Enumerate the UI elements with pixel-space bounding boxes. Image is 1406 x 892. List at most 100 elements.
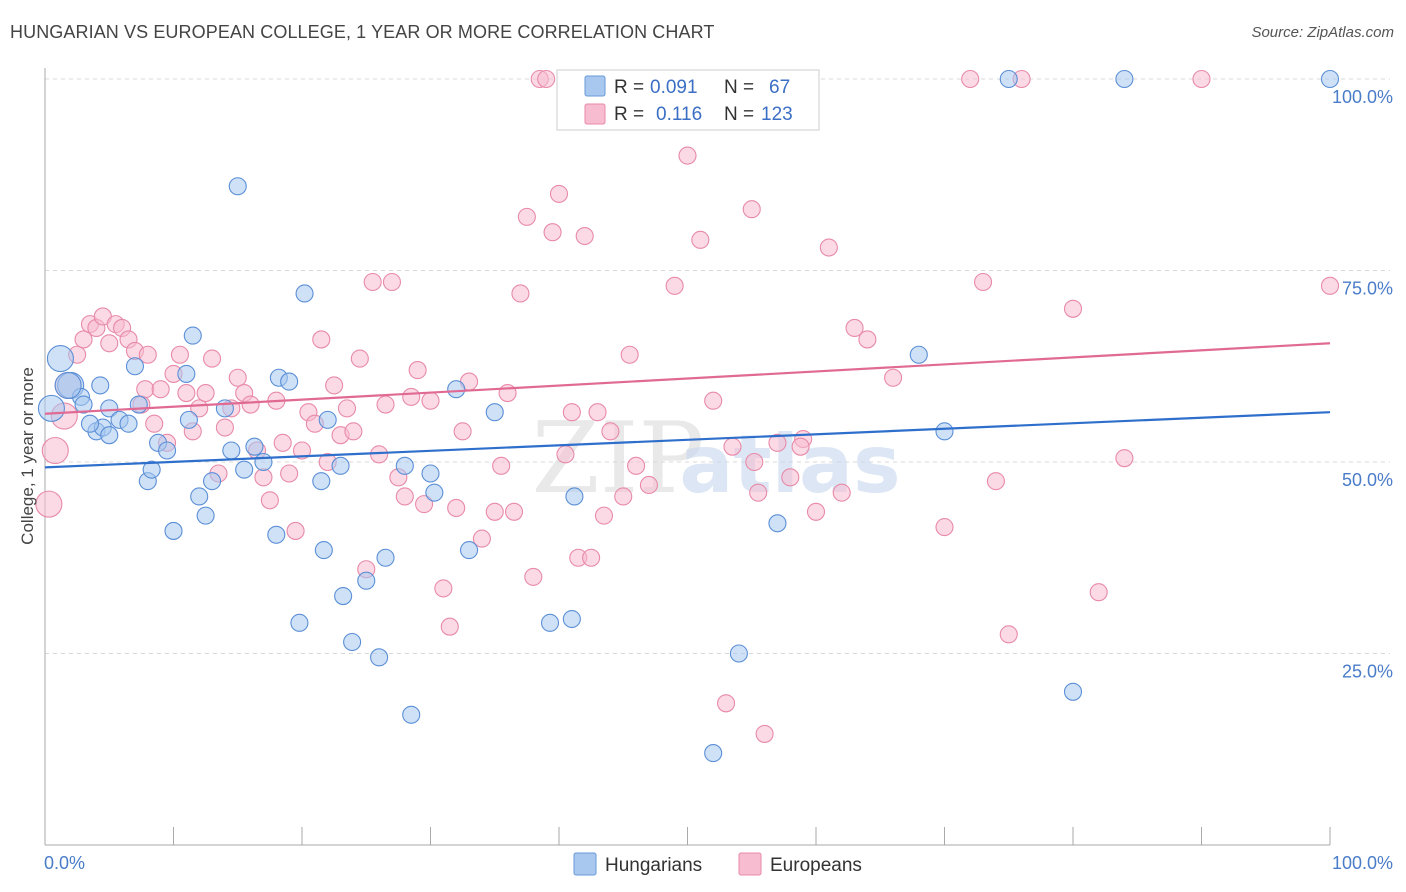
hungarians-point	[54, 371, 82, 399]
europeans-point	[556, 445, 575, 464]
europeans-r-value: 0.116	[656, 104, 702, 125]
europeans-point	[453, 422, 472, 441]
europeans-point	[716, 694, 736, 713]
europeans-point	[203, 349, 222, 368]
europeans-trend-line	[44, 342, 1331, 415]
europeans-point	[504, 502, 524, 521]
europeans-point	[215, 418, 234, 437]
europeans-point	[601, 422, 620, 441]
hungarians-point	[343, 632, 362, 652]
hungarians-point	[370, 648, 389, 667]
hungarians-point	[215, 399, 234, 418]
europeans-point	[325, 376, 344, 395]
europeans-point	[742, 200, 761, 219]
hungarians-point	[1063, 682, 1083, 701]
y-tick-label: 50.0%	[1342, 470, 1393, 490]
europeans-point	[151, 380, 170, 399]
stats-legend: R = 0.091 N = 67 R = 0.116 N = 123	[556, 69, 820, 131]
europeans-point	[543, 223, 562, 242]
hungarians-point	[100, 399, 119, 418]
hungarians-point	[485, 403, 504, 422]
europeans-point	[665, 276, 684, 295]
y-axis-label: College, 1 year or more	[18, 367, 37, 545]
europeans-point	[100, 334, 119, 353]
europeans-point	[575, 226, 594, 246]
europeans-point	[485, 502, 504, 521]
hungarians-point	[459, 541, 479, 560]
europeans-point	[986, 472, 1005, 491]
europeans-point	[691, 230, 710, 249]
y-tick-label: 100.0%	[1332, 87, 1393, 107]
hungarians-point	[331, 456, 350, 475]
hungarians-trend-line	[44, 411, 1331, 469]
hungarians-point	[222, 441, 241, 460]
hungarians-point	[290, 613, 309, 632]
hungarians-legend-swatch	[584, 75, 606, 97]
europeans-point	[177, 384, 196, 403]
europeans-point	[492, 456, 511, 475]
hungarians-point	[425, 483, 444, 502]
europeans-point	[138, 345, 157, 364]
hungarians-point	[91, 376, 110, 395]
x-tick-labels: 0.0% 100.0%	[44, 853, 1393, 873]
europeans-point	[845, 318, 864, 338]
n-label-1: N =	[724, 77, 754, 98]
europeans-point	[749, 483, 768, 502]
hungarians-point	[447, 380, 466, 399]
europeans-point	[588, 403, 607, 422]
europeans-point	[614, 487, 633, 506]
europeans-swatch	[738, 852, 762, 876]
europeans-point	[973, 272, 993, 292]
europeans-point	[350, 349, 369, 368]
europeans-point	[344, 422, 363, 441]
hungarians-point	[142, 460, 161, 479]
hungarians-point	[254, 452, 273, 472]
hungarians-point	[909, 345, 928, 364]
hungarians-point	[267, 525, 286, 544]
europeans-point	[421, 391, 440, 410]
hungarians-point	[190, 487, 209, 506]
hungarians-point	[565, 487, 584, 506]
grid-lines	[45, 78, 1390, 654]
hungarians-point	[314, 541, 333, 560]
hungarians-point	[177, 364, 196, 383]
r-label-2: R =	[614, 104, 644, 125]
x-tick-label: 100.0%	[1332, 853, 1393, 873]
hungarians-point	[245, 437, 264, 456]
hungarians-point	[999, 69, 1018, 89]
europeans-legend-swatch	[584, 103, 606, 125]
europeans-point	[286, 521, 305, 540]
hungarians-legend-label: Hungarians	[605, 855, 702, 876]
europeans-point	[537, 69, 556, 89]
europeans-point	[260, 491, 279, 510]
europeans-point	[819, 238, 838, 257]
hungarians-n-value: 67	[769, 77, 790, 98]
hungarians-point	[312, 472, 331, 491]
hungarians-point	[164, 521, 183, 540]
europeans-point	[1063, 299, 1083, 318]
europeans-point	[755, 724, 774, 743]
europeans-point	[254, 468, 273, 487]
europeans-point	[517, 207, 536, 226]
europeans-point	[145, 414, 164, 433]
hungarians-point	[203, 472, 222, 491]
europeans-point	[704, 391, 723, 410]
r-label-1: R =	[614, 77, 644, 98]
europeans-point	[806, 502, 826, 521]
hungarians-point	[235, 460, 254, 479]
europeans-point	[582, 548, 601, 567]
x-tick-label: 0.0%	[44, 853, 85, 873]
hungarians-point	[376, 548, 395, 567]
hungarians-point	[357, 571, 376, 590]
europeans-point	[434, 579, 453, 598]
europeans-point	[562, 403, 581, 422]
hungarians-point	[74, 395, 93, 414]
europeans-point	[395, 487, 414, 506]
europeans-legend-label: Europeans	[770, 855, 862, 876]
europeans-point	[472, 529, 491, 548]
europeans-point	[196, 384, 215, 403]
europeans-point	[136, 380, 155, 399]
europeans-point	[273, 433, 292, 452]
hungarians-point	[228, 177, 247, 196]
